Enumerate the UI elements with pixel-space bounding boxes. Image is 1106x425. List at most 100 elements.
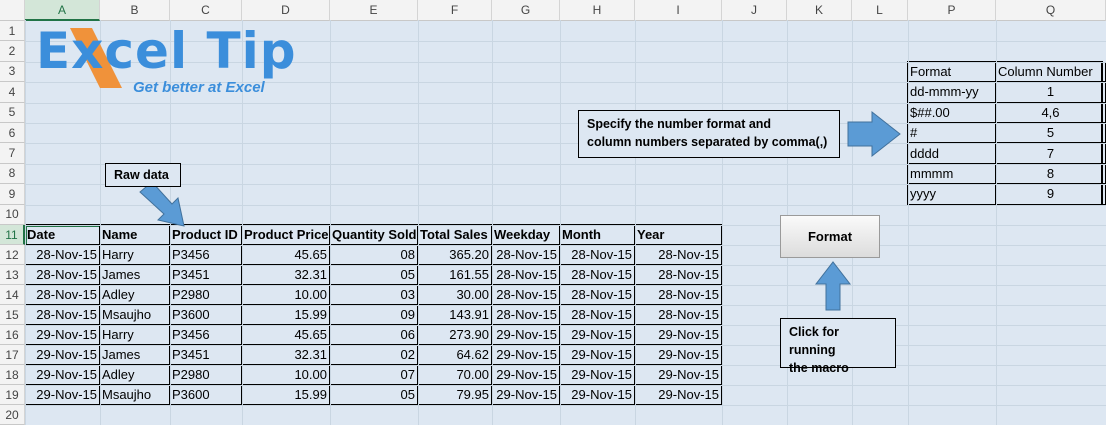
column-header[interactable]: K: [787, 0, 852, 21]
column-header[interactable]: E: [330, 0, 418, 21]
column-header[interactable]: D: [242, 0, 330, 21]
cell: Name: [100, 225, 170, 245]
cell: Msaujho: [100, 305, 170, 325]
grid-line: [25, 143, 1106, 145]
column-header[interactable]: C: [170, 0, 242, 21]
column-header[interactable]: H: [560, 0, 635, 21]
grid-line: [242, 20, 243, 425]
grid-line: [25, 82, 1106, 84]
row-header[interactable]: 17: [0, 345, 25, 365]
column-header[interactable]: J: [722, 0, 787, 21]
row-header[interactable]: 9: [0, 184, 25, 205]
callout-line: Click for running: [789, 325, 840, 357]
grid-line: [722, 20, 723, 425]
row-header[interactable]: 18: [0, 365, 25, 385]
cell: P3451: [170, 265, 242, 285]
cell: Product ID: [170, 225, 242, 245]
cell: mmmm: [908, 163, 996, 185]
callout: Specify the number format and column num…: [578, 110, 840, 158]
cell: P3600: [170, 385, 242, 405]
grid-line: [25, 345, 1106, 346]
grid-line: [25, 245, 1106, 246]
cell: 15.99: [242, 305, 330, 325]
row-header[interactable]: 19: [0, 385, 25, 405]
cell: 28-Nov-15: [635, 285, 722, 305]
cell: 29-Nov-15: [635, 325, 722, 345]
cell: yyyy: [908, 184, 996, 205]
cell: 29-Nov-15: [635, 365, 722, 385]
macro-button[interactable]: Format: [780, 215, 880, 258]
row-header[interactable]: 1: [0, 21, 25, 42]
column-header[interactable]: P: [908, 0, 996, 21]
cell: 29-Nov-15: [560, 365, 635, 385]
grid-line: [25, 204, 1106, 206]
grid-line: [635, 20, 636, 425]
grid-line: [25, 285, 1106, 286]
cell: 28-Nov-15: [635, 245, 722, 265]
row-header[interactable]: 15: [0, 305, 25, 325]
row-header[interactable]: 14: [0, 285, 25, 305]
column-header[interactable]: B: [100, 0, 170, 21]
arrow: [139, 181, 185, 227]
cell: 29-Nov-15: [492, 365, 560, 385]
cell: #: [908, 123, 996, 144]
row-header[interactable]: 13: [0, 265, 25, 285]
cell: 28-Nov-15: [560, 305, 635, 325]
row-header[interactable]: 8: [0, 163, 25, 185]
column-header[interactable]: G: [492, 0, 560, 21]
logo-title: Excel Tip: [36, 22, 297, 80]
cell: 143.91: [418, 305, 492, 325]
column-header[interactable]: I: [635, 0, 722, 21]
cell: Date: [25, 225, 100, 245]
row-header[interactable]: 2: [0, 41, 25, 62]
cell: 79.95: [418, 385, 492, 405]
cell: 29-Nov-15: [25, 345, 100, 365]
cell: 28-Nov-15: [25, 305, 100, 325]
row-header[interactable]: 11: [0, 225, 25, 245]
cell: Product Price: [242, 225, 330, 245]
row-header[interactable]: 4: [0, 82, 25, 103]
column-header[interactable]: A: [25, 0, 100, 21]
row-header[interactable]: 6: [0, 123, 25, 144]
cell: 15.99: [242, 385, 330, 405]
corner: [0, 0, 25, 21]
grid-line: [418, 20, 419, 425]
column-header[interactable]: L: [852, 0, 908, 21]
cell: 08: [330, 245, 418, 265]
grid-line: [560, 20, 561, 425]
cell: 28-Nov-15: [560, 245, 635, 265]
cell: Month: [560, 225, 635, 245]
grid-line: [25, 385, 1106, 386]
cell: 29-Nov-15: [25, 325, 100, 345]
row-header[interactable]: 7: [0, 143, 25, 164]
row-header[interactable]: 5: [0, 102, 25, 123]
cell: 28-Nov-15: [492, 305, 560, 325]
row-header[interactable]: 3: [0, 61, 25, 83]
cell: 28-Nov-15: [560, 265, 635, 285]
cell: 29-Nov-15: [560, 345, 635, 365]
row-header[interactable]: 16: [0, 325, 25, 345]
grid-line: [25, 123, 1106, 124]
cell: 29-Nov-15: [560, 325, 635, 345]
cell: dd-mmm-yy: [908, 82, 996, 103]
cell: 29-Nov-15: [25, 365, 100, 385]
cell: P3456: [170, 325, 242, 345]
callout-line: column numbers separated by comma(,): [587, 135, 828, 149]
cell: 28-Nov-15: [560, 285, 635, 305]
row-header[interactable]: 12: [0, 245, 25, 265]
cell: 28-Nov-15: [25, 245, 100, 265]
grid-line: [25, 265, 1106, 266]
cell: 10.00: [242, 365, 330, 385]
cell: James: [100, 345, 170, 365]
cell: 29-Nov-15: [492, 325, 560, 345]
column-header[interactable]: F: [418, 0, 492, 21]
arrow: [814, 261, 852, 311]
logo-tagline: Get better at Excel: [133, 79, 265, 96]
cell: P3451: [170, 345, 242, 365]
cell: 161.55: [418, 265, 492, 285]
cell: Year: [635, 225, 722, 245]
grid-line: [25, 225, 1106, 226]
row-header[interactable]: 10: [0, 204, 25, 225]
cell: 05: [330, 265, 418, 285]
